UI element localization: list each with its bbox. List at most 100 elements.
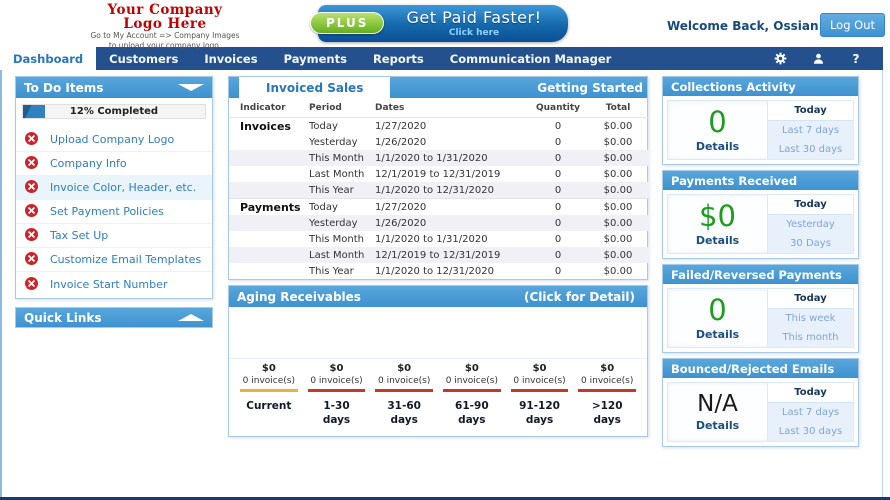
todo-panel-header: To Do Items [16, 77, 212, 98]
nav-item-dashboard[interactable]: Dashboard [0, 47, 97, 70]
click-for-detail-link[interactable]: (Click for Detail) [524, 289, 635, 304]
todo-item-label: Tax Set Up [50, 229, 109, 242]
aging-bucket-120-days[interactable]: $0 0 invoice(s) >120 days [573, 363, 641, 427]
collapse-chevron-icon[interactable] [178, 84, 204, 91]
stat-tab-30-days[interactable]: 30 Days [790, 238, 831, 249]
sales-cell-dates: 1/27/2020 [375, 120, 427, 132]
aging-amount: $0 [329, 363, 344, 374]
aging-bar [510, 389, 569, 392]
sales-row: This Year 1/1/2020 to 12/31/2020 0 $0.00 [229, 263, 649, 279]
stat-tab-yesterday[interactable]: Yesterday [786, 219, 835, 230]
top-header: Your Company Logo Here Go to My Account … [0, 0, 890, 50]
todo-item-label: Upload Company Logo [50, 133, 175, 146]
details-link[interactable]: Details [695, 418, 740, 432]
sales-cell-period: This Year [309, 265, 354, 277]
sales-cell-indicator [229, 231, 305, 247]
plus-badge: PLUS [310, 12, 385, 34]
sales-cell-period: Yesterday [309, 136, 358, 148]
aging-chart-plot-area [229, 307, 647, 359]
quick-links-header[interactable]: Quick Links [15, 307, 213, 328]
stat-tab-today[interactable]: Today [768, 195, 853, 215]
stat-panel-inner: $0 Details Today Yesterday 30 Days [667, 194, 854, 254]
aging-bucket-1-30-days[interactable]: $0 0 invoice(s) 1-30 days [303, 363, 371, 427]
stat-tab-last-30-days[interactable]: Last 30 days [778, 144, 843, 155]
nav-item-payments[interactable]: Payments [283, 51, 347, 66]
gear-icon[interactable] [773, 52, 787, 66]
stat-panel-payments-received: Payments Received $0 Details Today Yesterday… [662, 170, 859, 259]
sales-cell-total: $0.00 [603, 217, 633, 229]
details-link[interactable]: Details [695, 233, 740, 247]
getting-started-link[interactable]: Getting Started [537, 80, 643, 95]
stat-tab-today[interactable]: Today [768, 383, 853, 403]
get-paid-faster-banner[interactable]: PLUS Get Paid Faster! Click here [310, 5, 568, 42]
invoiced-sales-header: Invoiced Sales Getting Started [229, 77, 647, 98]
aging-amount: $0 [600, 363, 615, 374]
sales-cell-quantity: 0 [554, 120, 562, 132]
aging-bar [240, 389, 298, 392]
todo-item-invoice-color-header-etc[interactable]: Invoice Color, Header, etc. [16, 176, 212, 200]
content: To Do Items 12% Completed Upload Company… [0, 70, 883, 497]
logout-button[interactable]: Log Out [819, 13, 885, 37]
aging-receivables-panel: Aging Receivables (Click for Detail) $0 0… [228, 285, 648, 438]
tab-invoiced-sales[interactable]: Invoiced Sales [239, 77, 391, 98]
aging-bucket-31-60-days[interactable]: $0 0 invoice(s) 31-60 days [370, 363, 438, 427]
aging-bucket-61-90-days[interactable]: $0 0 invoice(s) 61-90 days [438, 363, 506, 427]
sales-cell-total: $0.00 [603, 152, 633, 164]
aging-bar [307, 389, 366, 392]
stat-tab-today[interactable]: Today [768, 101, 853, 121]
sales-cell-quantity: 0 [554, 265, 562, 277]
details-link[interactable]: Details [695, 139, 740, 153]
not-completed-x-icon [25, 250, 38, 269]
sales-cell-indicator [229, 166, 305, 182]
todo-progress-bar: 12% Completed [22, 104, 206, 119]
nav-item-reports[interactable]: Reports [372, 51, 424, 66]
todo-item-upload-company-logo[interactable]: Upload Company Logo [16, 128, 212, 152]
company-logo-placeholder[interactable]: Your Company Logo Here Go to My Account … [30, 3, 300, 50]
details-link[interactable]: Details [695, 327, 740, 341]
sales-cell-total: $0.00 [603, 265, 633, 277]
aging-bucket-label: 61-90 days [455, 400, 489, 427]
stat-tab-last-7-days[interactable]: Last 7 days [781, 407, 840, 418]
stat-panel-bounced-rejected-emails: Bounced/Rejected Emails N/A Details Today La… [662, 358, 859, 447]
todo-item-invoice-start-number[interactable]: Invoice Start Number [16, 272, 212, 296]
click-here-link[interactable]: Click here [448, 28, 500, 38]
aging-invoice-count: 0 invoice(s) [242, 376, 295, 386]
logo-text-line1: Your Company [107, 2, 223, 18]
sales-cell-quantity: 0 [554, 152, 562, 164]
not-completed-x-icon [25, 130, 38, 149]
nav-item-customers[interactable]: Customers [109, 51, 179, 66]
stat-panel-body: 0 Details Today Last 7 days Last 30 days [663, 96, 858, 164]
aging-bucket-label: 1-30 days [322, 400, 351, 427]
stat-tab-this-month[interactable]: This month [782, 332, 839, 343]
aging-bucket-current[interactable]: $0 0 invoice(s) Current [235, 363, 303, 427]
sales-cell-period: This Month [309, 233, 364, 245]
todo-item-company-info[interactable]: Company Info [16, 152, 212, 176]
sales-cell-quantity: 0 [554, 168, 562, 180]
aging-bucket-91-120-days[interactable]: $0 0 invoice(s) 91-120 days [506, 363, 574, 427]
todo-item-tax-set-up[interactable]: Tax Set Up [16, 224, 212, 248]
nav-item-communication-manager[interactable]: Communication Manager [449, 51, 612, 66]
right-column: Collections Activity 0 Details Today Last 7 … [662, 76, 859, 452]
sales-cell-quantity: 0 [529, 198, 587, 215]
stat-tab-this-week[interactable]: This week [785, 313, 836, 324]
stat-tab-today[interactable]: Today [768, 289, 853, 309]
stat-tab-last-30-days[interactable]: Last 30 days [778, 426, 843, 437]
stat-value-area: N/A Details [668, 383, 767, 441]
todo-item-customize-email-templates[interactable]: Customize Email Templates [16, 248, 212, 272]
sales-cell-indicator [229, 215, 305, 231]
sales-cell-period: Last Month [309, 249, 365, 261]
stat-panel-title-text: Payments Received [671, 173, 798, 188]
todo-body: 12% Completed Upload Company Logo Company… [16, 104, 212, 298]
user-icon[interactable] [811, 52, 825, 66]
welcome-text: Welcome Back, Ossian! [666, 19, 824, 33]
stat-panel-body: 0 Details Today This week This month [663, 284, 858, 352]
help-icon[interactable]: ? [852, 51, 860, 66]
stat-value: $0 [699, 198, 736, 233]
expand-chevron-icon[interactable] [178, 314, 204, 321]
aging-chart[interactable]: $0 0 invoice(s) Current $0 0 invoice(s) 1-30 … [229, 307, 647, 436]
stat-value: 0 [708, 292, 727, 327]
nav-item-invoices[interactable]: Invoices [204, 51, 258, 66]
stat-tab-last-7-days[interactable]: Last 7 days [781, 125, 840, 136]
todo-item-set-payment-policies[interactable]: Set Payment Policies [16, 200, 212, 224]
